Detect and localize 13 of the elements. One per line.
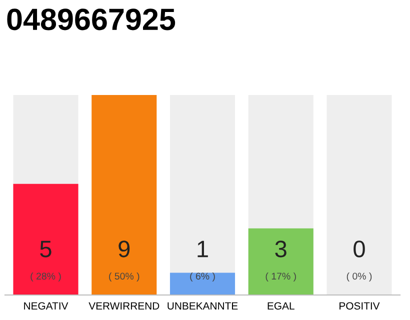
bar [92,95,157,295]
data-label: 1 ( 6% ) [190,240,215,282]
data-label: 5 ( 28% ) [30,240,61,282]
x-tick-label: VERWIRREND [88,302,160,310]
x-tick-label: POSITIV [340,302,380,310]
x-tick-label: EGAL [268,302,294,310]
x-tick-label: NEGATIV [24,302,68,310]
chart-title: 0489667925 [7,8,176,30]
data-label: 0 ( 0% ) [346,240,372,282]
bar [170,272,236,295]
x-tick-label: UNBEKANNTE [168,302,238,310]
data-label: 9 ( 50% ) [109,240,140,282]
data-label: 3 ( 17% ) [266,240,296,282]
